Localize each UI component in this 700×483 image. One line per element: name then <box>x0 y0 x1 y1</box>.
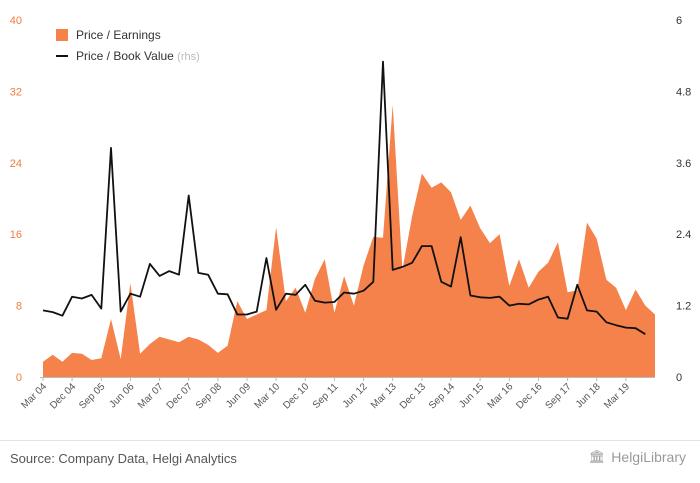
x-tick-label: Mar 13 <box>369 381 399 411</box>
x-tick-label: Jun 06 <box>108 381 137 410</box>
x-tick-label: Jun 09 <box>224 381 253 410</box>
pe-area-layer <box>43 104 655 378</box>
x-tick-label: Jun 18 <box>574 381 603 410</box>
y-left-tick-label: 40 <box>10 15 22 27</box>
x-tick-label: Mar 07 <box>136 381 166 411</box>
x-tick-label: Mar 10 <box>252 381 282 411</box>
y-left-tick-label: 0 <box>16 372 22 384</box>
y-left-tick-label: 16 <box>10 229 22 241</box>
y-left-tick-label: 8 <box>16 301 22 313</box>
pb-line-layer <box>42 60 646 335</box>
y-right-tick-label: 6 <box>676 15 682 27</box>
x-tick-label: Dec 07 <box>165 381 195 411</box>
legend-pb-label: Price / Book Value <box>76 49 174 63</box>
svg-text:Price / Book Value (rhs): Price / Book Value (rhs) <box>76 49 200 63</box>
pb-line <box>42 60 646 335</box>
pe-area <box>43 104 655 378</box>
y-right-tick-label: 3.6 <box>676 158 691 170</box>
x-tick-label: Dec 16 <box>514 381 544 411</box>
legend-pe-swatch <box>56 29 68 41</box>
x-tick-label: Mar 16 <box>486 381 516 411</box>
x-tick-label: Jun 15 <box>457 381 486 410</box>
legend-pb-suffix: (rhs) <box>177 51 200 63</box>
legend-pe-label: Price / Earnings <box>76 28 161 42</box>
y-right-tick-label: 4.8 <box>676 86 691 98</box>
x-tick-label: Dec 10 <box>281 381 311 411</box>
y-left-tick-label: 32 <box>10 86 22 98</box>
y-right-tick-label: 1.2 <box>676 301 691 313</box>
x-tick-label: Mar 04 <box>19 381 49 411</box>
y-axis-right: 0 1.2 2.4 3.6 4.8 6 <box>676 15 691 384</box>
x-tick-label: Sep 08 <box>194 381 224 411</box>
x-tick-label: Sep 14 <box>427 381 457 411</box>
source-note: Source: Company Data, Helgi Analytics <box>10 451 237 466</box>
y-right-tick-label: 2.4 <box>676 229 691 241</box>
logo-text: HelgiLibrary <box>611 449 686 465</box>
x-tick-label: Sep 11 <box>311 381 341 411</box>
x-tick-label: Sep 05 <box>77 381 107 411</box>
y-axis-left: 0 8 16 24 32 40 <box>10 15 22 384</box>
library-building-icon: 🏛 <box>588 449 606 464</box>
legend: Price / Earnings Price / Book Value (rhs… <box>56 28 200 63</box>
y-left-tick-label: 24 <box>10 158 22 170</box>
helgi-library-logo[interactable]: 🏛 HelgiLibrary <box>589 449 686 465</box>
footer-divider <box>0 440 700 441</box>
y-right-tick-label: 0 <box>676 372 682 384</box>
x-tick-label: Dec 04 <box>48 381 78 411</box>
x-tick-label: Jun 12 <box>341 381 370 410</box>
x-tick-label: Sep 17 <box>544 381 574 411</box>
x-tick-label: Mar 19 <box>602 381 632 411</box>
x-tick-label: Dec 13 <box>398 381 428 411</box>
